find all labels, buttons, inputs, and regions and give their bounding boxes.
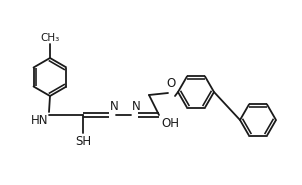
Text: SH: SH (75, 135, 91, 148)
Text: N: N (132, 100, 141, 113)
Text: CH₃: CH₃ (40, 33, 59, 43)
Text: HN: HN (31, 114, 48, 127)
Text: N: N (110, 100, 119, 113)
Text: OH: OH (161, 117, 179, 130)
Text: O: O (166, 77, 176, 90)
